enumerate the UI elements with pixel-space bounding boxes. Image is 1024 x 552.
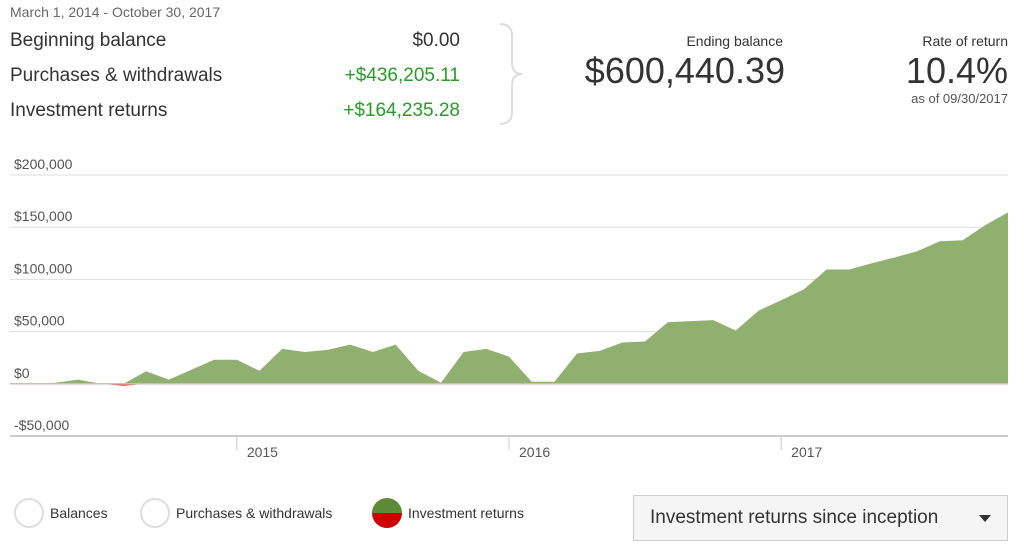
purchases-row: Purchases & withdrawals +$436,205.11	[10, 65, 460, 87]
brace-divider	[499, 23, 523, 125]
y-tick-label: $100,000	[14, 260, 73, 276]
x-tick-label: 2017	[791, 444, 822, 460]
ending-balance-label: Ending balance	[686, 33, 783, 49]
rate-of-return-value: 10.4%	[905, 50, 1008, 91]
y-tick-label: $200,000	[14, 156, 73, 172]
legend-purchases-withdrawals[interactable]: Purchases & withdrawals	[140, 498, 332, 528]
x-tick-label: 2015	[247, 444, 278, 460]
row-label: Investment returns	[10, 100, 168, 121]
period-dropdown[interactable]: Investment returns since inception	[633, 495, 1008, 541]
positive-returns-area	[10, 212, 1008, 384]
row-value: +$164,235.28	[343, 100, 460, 121]
ending-balance-value: $600,440.39	[584, 50, 785, 91]
beginning-balance-row: Beginning balance $0.00	[10, 30, 460, 52]
legend-label: Balances	[50, 505, 108, 521]
row-label: Purchases & withdrawals	[10, 65, 223, 86]
y-tick-label: $0	[14, 365, 30, 381]
returns-row: Investment returns +$164,235.28	[10, 100, 460, 122]
y-tick-label: -$50,000	[14, 417, 69, 433]
y-tick-label: $50,000	[14, 313, 65, 329]
legend-balances[interactable]: Balances	[14, 498, 108, 528]
caret-down-icon	[979, 514, 991, 522]
legend-investment-returns[interactable]: Investment returns	[372, 498, 524, 528]
row-label: Beginning balance	[10, 30, 167, 51]
radio-icon	[14, 498, 44, 528]
investment-returns-chart: $200,000 $150,000 $100,000 $50,000 $0 -$50,00…	[10, 156, 1008, 460]
as-of-date: as of 09/30/2017	[911, 91, 1008, 106]
row-value: +$436,205.11	[344, 65, 460, 86]
date-range: March 1, 2014 - October 30, 2017	[10, 4, 221, 20]
radio-selected-icon	[372, 498, 402, 528]
radio-icon	[140, 498, 170, 528]
x-tick-label: 2016	[519, 444, 550, 460]
legend-label: Purchases & withdrawals	[176, 505, 333, 521]
y-tick-label: $150,000	[14, 208, 73, 224]
rate-of-return-label: Rate of return	[922, 33, 1008, 49]
row-value: $0.00	[412, 30, 460, 51]
legend-label: Investment returns	[408, 505, 524, 521]
dropdown-value: Investment returns since inception	[650, 507, 939, 528]
